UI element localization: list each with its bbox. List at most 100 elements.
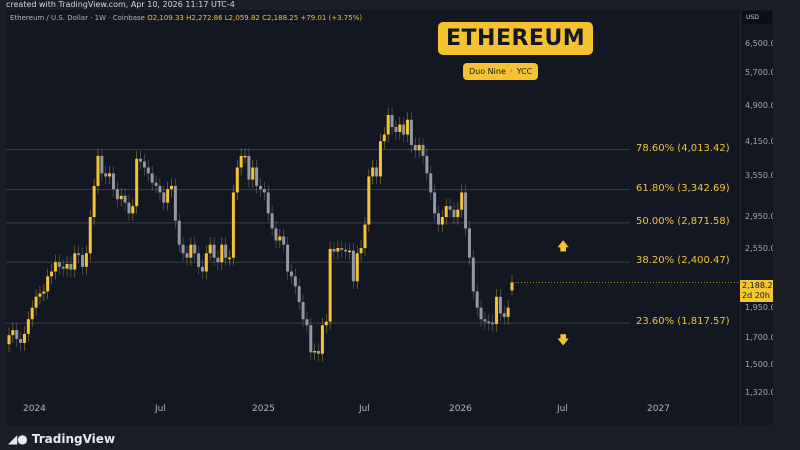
candle-up <box>53 262 57 272</box>
candle-up <box>26 319 30 334</box>
candle-up <box>92 185 96 218</box>
price-tick: 1,320.00 <box>745 388 773 398</box>
candle-down <box>413 144 417 151</box>
candle-up <box>359 248 363 254</box>
candle-up <box>313 350 317 353</box>
candle-down <box>224 244 228 258</box>
candle-up <box>228 257 232 260</box>
tradingview-logo[interactable]: ◢● TradingView <box>8 432 115 446</box>
candle-up <box>251 167 255 180</box>
chart-panel[interactable]: Ethereum / U.S. Dollar · 1W · Coinbase O… <box>6 10 773 425</box>
candle-down <box>340 248 344 250</box>
candle-down <box>139 158 143 162</box>
candle-down <box>81 255 85 267</box>
candle-up <box>336 248 340 252</box>
candle-up <box>204 253 208 272</box>
candle-down <box>150 173 154 183</box>
candlestick-chart[interactable] <box>6 10 740 425</box>
candle-down <box>154 182 158 186</box>
lightning-bolt-icon: ⚡ <box>508 67 515 76</box>
candle-down <box>197 253 201 267</box>
candle-up <box>7 335 11 345</box>
price-tick: 3,550.00 <box>745 171 773 181</box>
candle-down <box>491 322 495 325</box>
author-tag: YCC <box>516 67 533 76</box>
date-tick: 2025 <box>252 404 275 414</box>
candle-down <box>301 302 305 320</box>
price-tick: 6,500.00 <box>745 39 773 48</box>
change-value: +79.01 (+3.75%) <box>300 14 363 22</box>
candle-down <box>270 213 274 229</box>
candle-up <box>456 209 460 218</box>
fib-level-label: 78.60% (4,013.42) <box>636 142 730 154</box>
candle-up <box>328 248 332 322</box>
arrow-up-icon: 🡅 <box>557 239 570 253</box>
candle-down <box>123 195 127 203</box>
candle-down <box>293 276 297 287</box>
candle-down <box>409 119 413 145</box>
candle-up <box>378 141 382 177</box>
candle-down <box>15 330 19 340</box>
candle-down <box>274 228 278 241</box>
fib-level-label: 38.20% (2,400.47) <box>636 255 730 267</box>
candle-down <box>181 244 185 254</box>
candle-down <box>351 250 355 282</box>
candle-down <box>479 307 483 320</box>
date-tick: Jul <box>359 404 370 414</box>
candle-down <box>19 339 23 343</box>
candle-down <box>305 319 309 326</box>
candle-down <box>115 189 119 200</box>
symbol-label: Ethereum / U.S. Dollar · 1W · Coinbase <box>10 14 145 22</box>
candle-down <box>69 264 73 270</box>
date-tick: 2027 <box>647 404 670 414</box>
candle-up <box>320 325 324 354</box>
candle-down <box>394 126 398 132</box>
candle-down <box>309 325 313 353</box>
date-tick: 2024 <box>23 404 46 414</box>
candle-down <box>127 202 131 214</box>
candle-up <box>11 330 15 336</box>
candle-down <box>487 321 491 324</box>
price-tick: 2,950.00 <box>745 212 773 221</box>
candle-down <box>200 266 204 272</box>
logo-text: TradingView <box>31 432 116 446</box>
candle-up <box>239 155 243 168</box>
candle-down <box>158 185 162 193</box>
candle-up <box>208 244 212 254</box>
candle-up <box>73 253 77 270</box>
candle-up <box>38 293 42 297</box>
ethereum-banner: ETHEREUM <box>438 22 594 55</box>
candle-down <box>421 144 425 156</box>
candle-down <box>402 124 406 135</box>
date-tick: Jul <box>155 404 166 414</box>
ohlc-legend: Ethereum / U.S. Dollar · 1W · Coinbase O… <box>10 14 362 22</box>
candle-down <box>498 296 502 314</box>
currency-label[interactable]: USD <box>742 11 772 24</box>
candle-down <box>483 319 487 322</box>
candle-down <box>185 253 189 258</box>
fib-level-label: 50.00% (2,871.58) <box>636 215 730 227</box>
author-name: Duo Nine <box>469 67 506 76</box>
candle-up <box>46 276 50 292</box>
candle-down <box>425 155 429 174</box>
high-value: H2,272.86 <box>186 14 223 22</box>
candle-down <box>332 248 336 252</box>
chart-attribution: created with TradingView.com, Apr 10, 20… <box>6 0 235 9</box>
candle-up <box>131 206 135 214</box>
candle-down <box>471 257 475 292</box>
tradingview-logo-icon: ◢● <box>8 432 28 446</box>
candle-up <box>235 167 239 193</box>
candle-down <box>448 206 452 210</box>
candle-up <box>166 189 170 203</box>
candle-up <box>42 291 46 294</box>
price-tick: 4,900.00 <box>745 100 773 110</box>
price-axis[interactable] <box>740 10 773 425</box>
candle-up <box>506 307 510 317</box>
candle-down <box>61 266 65 269</box>
author-badge: Duo Nine ⚡ YCC <box>463 63 539 80</box>
candle-down <box>344 249 348 252</box>
date-tick: Jul <box>557 404 568 414</box>
candle-down <box>177 220 181 245</box>
price-tick: 5,700.00 <box>745 67 773 77</box>
candle-down <box>104 173 108 177</box>
